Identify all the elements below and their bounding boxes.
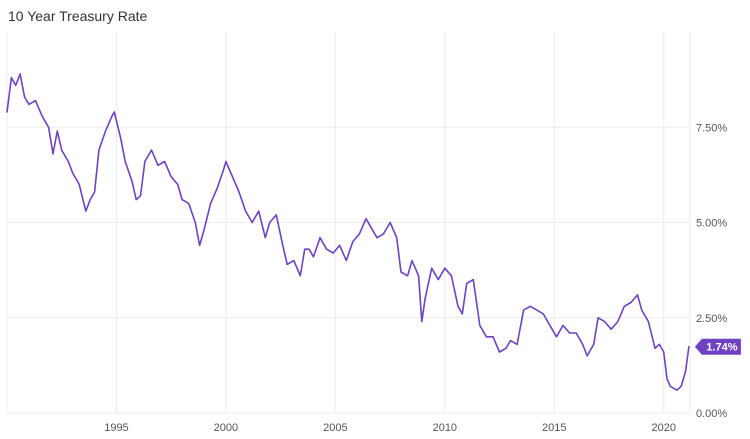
x-tick-label: 2010 (433, 422, 457, 434)
chart-title: 10 Year Treasury Rate (8, 8, 148, 24)
y-tick-label: 5.00% (696, 218, 727, 230)
y-tick-label: 7.50% (696, 122, 727, 134)
y-tick-label: 2.50% (696, 313, 727, 325)
series (6, 73, 690, 391)
series-line (6, 73, 690, 391)
grid (6, 32, 691, 414)
last-value-badge: 1.74% (694, 338, 741, 355)
x-tick-label: 2020 (651, 422, 675, 434)
last-value-label: 1.74% (706, 342, 737, 354)
x-tick-label: 2000 (214, 422, 238, 434)
labels: 1.74% (694, 338, 741, 355)
y-tick-label: 0.00% (696, 408, 727, 420)
axes: 1995 2000 2005 2010 2015 2020 0.00% 2.50% 5.00% 7… (104, 122, 727, 434)
x-tick-label: 2005 (323, 422, 347, 434)
x-tick-label: 2015 (542, 422, 566, 434)
x-tick-label: 1995 (104, 422, 128, 434)
last-value-badge-shape (694, 338, 741, 355)
